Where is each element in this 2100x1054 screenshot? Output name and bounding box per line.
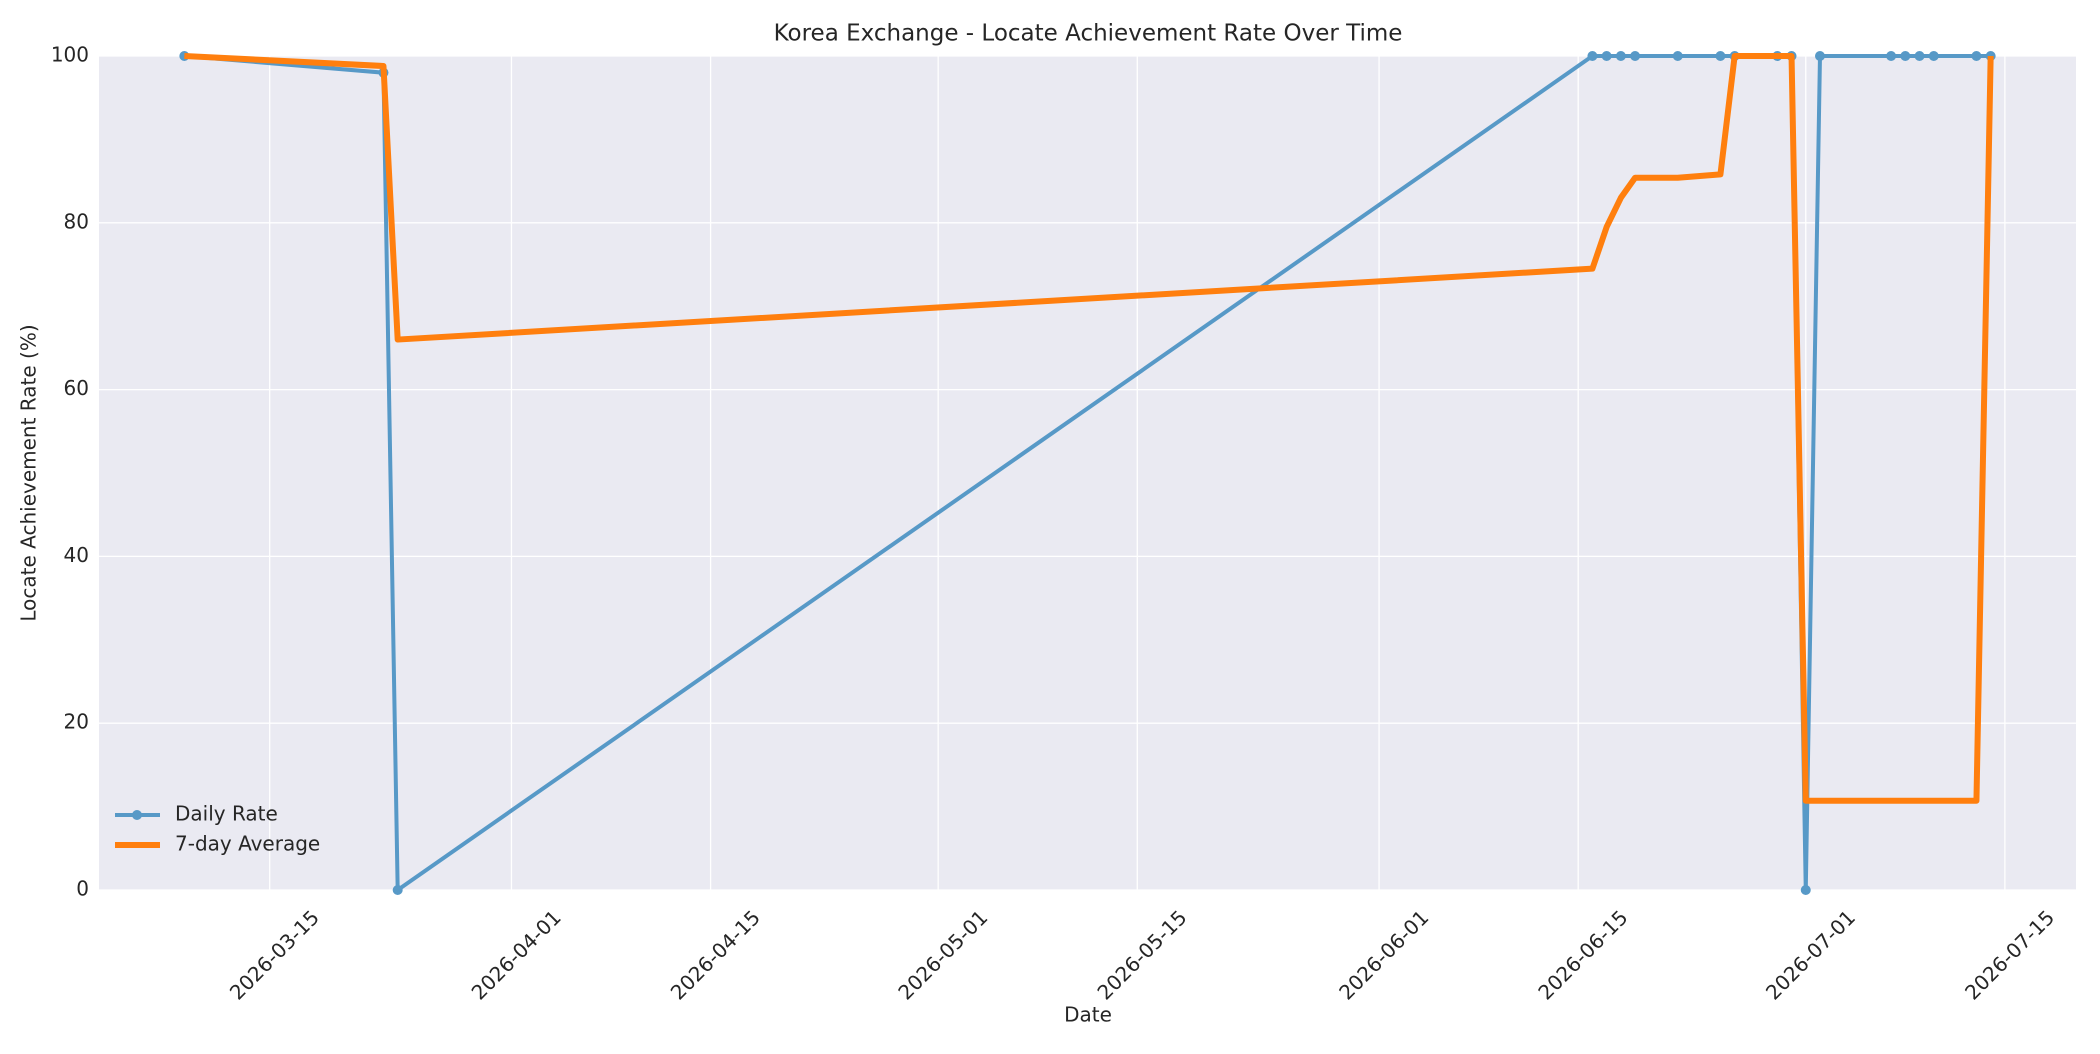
- data-point: [1971, 51, 1982, 61]
- x-tick-label: 2026-03-15: [225, 905, 324, 1004]
- data-point: [1715, 51, 1726, 61]
- data-point: [1928, 51, 1939, 61]
- x-tick-label: 2026-07-01: [1761, 905, 1860, 1004]
- x-tick-label: 2026-05-15: [1092, 905, 1191, 1004]
- y-tick-label: 60: [64, 376, 89, 400]
- y-axis-label: Locate Achievement Rate (%): [17, 324, 41, 621]
- legend-label: 7-day Average: [175, 832, 320, 856]
- plot-area: [99, 56, 2076, 890]
- x-tick-label: 2026-05-01: [893, 905, 992, 1004]
- data-point: [1814, 51, 1825, 61]
- data-point: [1615, 51, 1626, 61]
- x-tick-label: 2026-04-01: [467, 905, 566, 1004]
- x-axis-label: Date: [1064, 1003, 1112, 1027]
- y-tick-label: 40: [64, 543, 89, 567]
- y-tick-label: 0: [76, 877, 89, 901]
- legend-marker: [132, 810, 142, 820]
- data-point: [392, 885, 403, 895]
- x-tick-label: 2026-07-15: [1960, 905, 2059, 1004]
- data-point: [1601, 51, 1612, 61]
- data-point: [1914, 51, 1925, 61]
- data-point: [1800, 885, 1811, 895]
- data-point: [1886, 51, 1897, 61]
- y-tick-label: 20: [64, 710, 89, 734]
- x-tick-label: 2026-06-01: [1334, 905, 1433, 1004]
- data-point: [1900, 51, 1911, 61]
- y-tick-label: 100: [51, 43, 89, 67]
- series-line: [184, 53, 1994, 804]
- legend-label: Daily Rate: [175, 802, 278, 826]
- data-point: [1587, 51, 1598, 61]
- data-point: [1672, 51, 1683, 61]
- data-point: [1630, 51, 1641, 61]
- x-tick-label: 2026-06-15: [1533, 905, 1632, 1004]
- y-tick-label: 80: [64, 209, 89, 233]
- chart-title: Korea Exchange - Locate Achievement Rate…: [774, 21, 1403, 47]
- x-tick-label: 2026-04-15: [666, 905, 765, 1004]
